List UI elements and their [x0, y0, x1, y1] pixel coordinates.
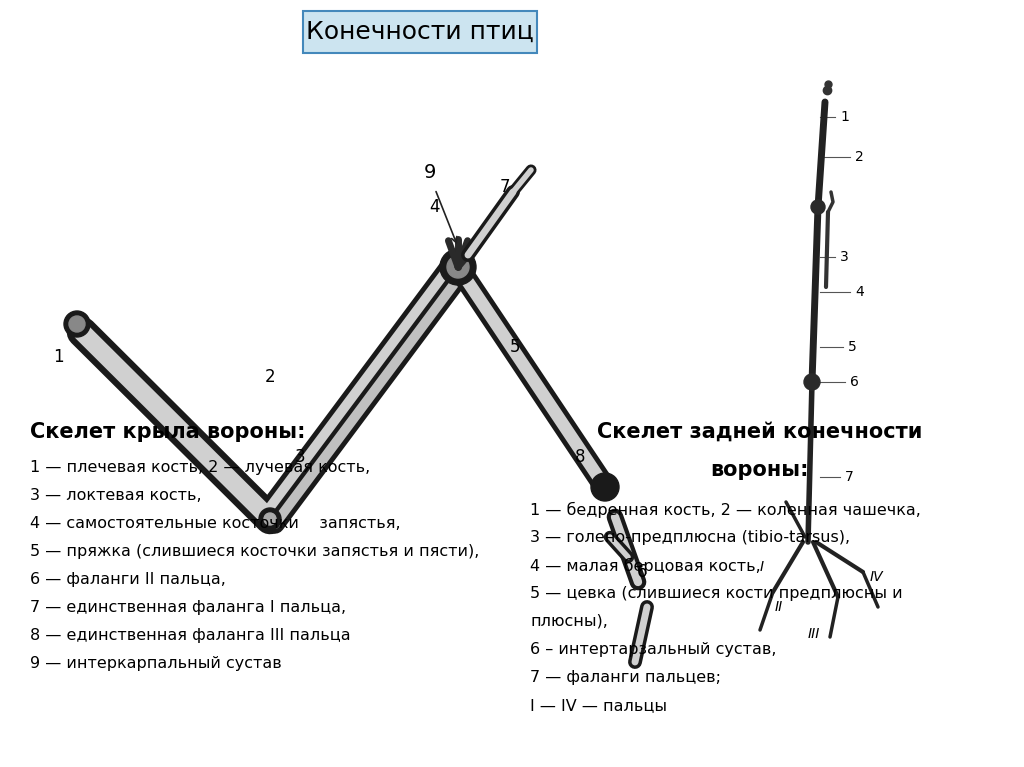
Text: 5: 5 — [848, 340, 857, 354]
Text: II: II — [775, 600, 783, 614]
Circle shape — [259, 508, 281, 530]
FancyBboxPatch shape — [303, 11, 537, 53]
Text: 9 — интеркарпальный сустав: 9 — интеркарпальный сустав — [30, 656, 282, 671]
Text: Скелет крыла вороны:: Скелет крыла вороны: — [30, 422, 305, 442]
Text: 5: 5 — [510, 338, 520, 356]
Text: 4 — малая берцовая кость,: 4 — малая берцовая кость, — [530, 558, 761, 574]
Text: IV: IV — [870, 570, 884, 584]
Text: 3 — голено-предплюсна (tibio-tarsus),: 3 — голено-предплюсна (tibio-tarsus), — [530, 530, 850, 545]
Text: 6 – интертарзальный сустав,: 6 – интертарзальный сустав, — [530, 642, 776, 657]
Text: 7: 7 — [500, 178, 510, 196]
Text: 4: 4 — [430, 198, 440, 216]
Text: 7 — единственная фаланга I пальца,: 7 — единственная фаланга I пальца, — [30, 600, 346, 615]
Text: 5 — пряжка (слившиеся косточки запястья и пясти),: 5 — пряжка (слившиеся косточки запястья … — [30, 544, 479, 559]
Text: 9: 9 — [424, 163, 436, 182]
Text: 8 — единственная фаланга III пальца: 8 — единственная фаланга III пальца — [30, 628, 350, 643]
Text: 1 — бедренная кость, 2 — коленная чашечка,: 1 — бедренная кость, 2 — коленная чашечк… — [530, 502, 921, 518]
Text: Конечности птиц: Конечности птиц — [306, 20, 534, 44]
Text: III: III — [808, 627, 820, 641]
Text: 8: 8 — [574, 448, 586, 466]
Circle shape — [811, 200, 825, 214]
Text: 4: 4 — [855, 285, 864, 299]
Text: 2: 2 — [855, 150, 864, 164]
Circle shape — [264, 513, 276, 525]
Circle shape — [440, 249, 476, 285]
Text: плюсны),: плюсны), — [530, 614, 608, 629]
Text: 3: 3 — [840, 250, 849, 264]
Text: 7: 7 — [845, 470, 854, 484]
Circle shape — [591, 473, 618, 501]
Text: 5 — цевка (слившиеся кости предплюсны и: 5 — цевка (слившиеся кости предплюсны и — [530, 586, 902, 601]
Circle shape — [69, 316, 85, 332]
Text: 6 — фаланги II пальца,: 6 — фаланги II пальца, — [30, 572, 226, 587]
Text: 1: 1 — [52, 348, 63, 366]
Text: I — IV — пальцы: I — IV — пальцы — [530, 698, 667, 713]
Circle shape — [63, 311, 90, 337]
Text: вороны:: вороны: — [711, 460, 809, 480]
Circle shape — [804, 374, 820, 390]
Text: 7 — фаланги пальцев;: 7 — фаланги пальцев; — [530, 670, 721, 685]
Text: Скелет задней конечности: Скелет задней конечности — [597, 422, 923, 442]
Text: 1: 1 — [840, 110, 849, 124]
Text: 6: 6 — [637, 563, 647, 581]
Text: 6: 6 — [850, 375, 859, 389]
Circle shape — [447, 256, 469, 278]
Text: 1 — плечевая кость, 2 — лучевая кость,: 1 — плечевая кость, 2 — лучевая кость, — [30, 460, 371, 475]
Text: 2: 2 — [264, 368, 275, 386]
Text: 4 — самостоятельные косточки    запястья,: 4 — самостоятельные косточки запястья, — [30, 516, 400, 531]
Text: I: I — [760, 560, 764, 574]
Text: 3: 3 — [295, 448, 305, 466]
Text: 3 — локтевая кость,: 3 — локтевая кость, — [30, 488, 202, 503]
